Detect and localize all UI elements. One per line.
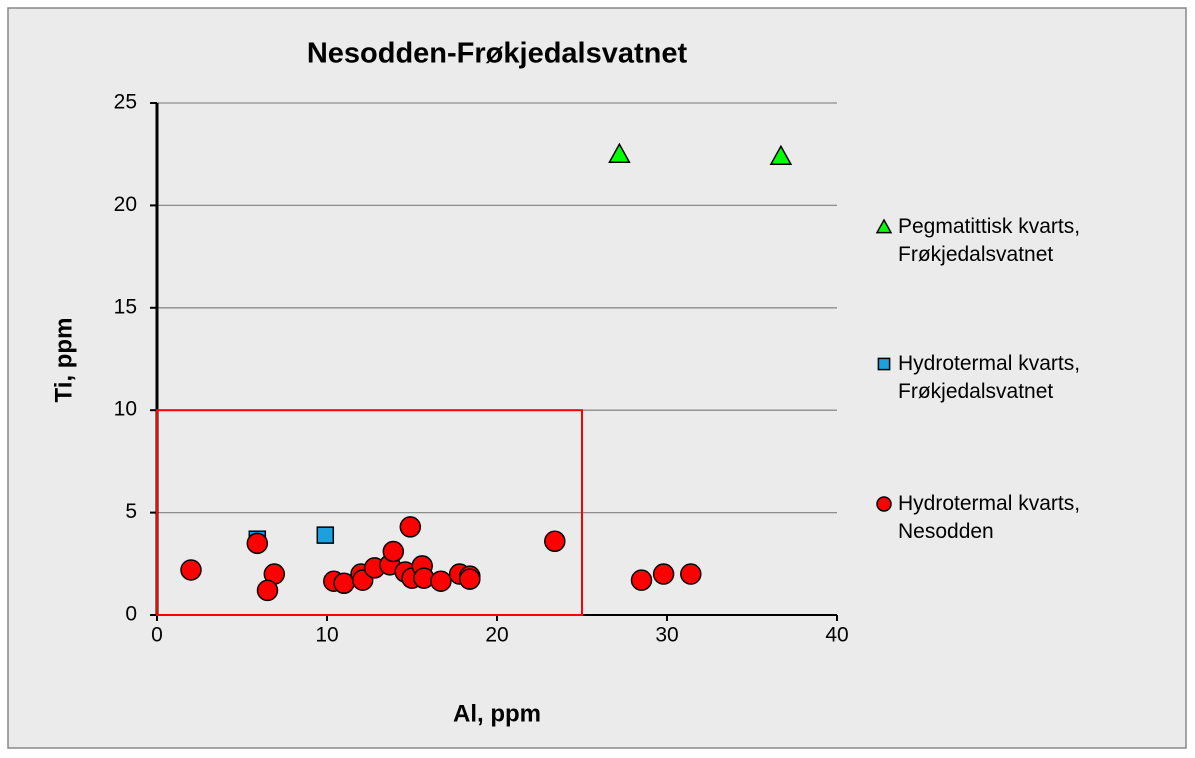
marker-circle: [430, 570, 452, 592]
legend-label: Hydrotermal kvarts, Nesodden: [898, 492, 1081, 543]
legend-marker: [875, 218, 893, 234]
marker-circle: [459, 568, 481, 590]
legend-marker: [877, 357, 891, 371]
y-tick-label: 5: [125, 500, 137, 523]
marker-circle: [680, 563, 702, 585]
region-box: [156, 409, 583, 617]
x-axis-label: Al, ppm: [453, 700, 541, 727]
marker-square: [316, 526, 335, 544]
legend-label: Hydrotermal kvarts, Frøkjedalsvatnet: [898, 352, 1081, 403]
marker-triangle: [769, 144, 793, 165]
marker-circle: [399, 516, 422, 538]
marker-circle: [652, 563, 675, 585]
x-tick-label: 40: [825, 624, 848, 647]
y-tick-label: 10: [114, 398, 137, 421]
x-tick-label: 20: [485, 624, 508, 647]
marker-circle: [630, 569, 653, 591]
legend-label: Pegmatittisk kvarts, Frøkjedalsvatnet: [898, 215, 1081, 266]
legend-marker: [876, 496, 892, 512]
y-tick-label: 20: [114, 193, 137, 216]
x-tick-label: 0: [151, 624, 163, 647]
y-tick-label: 0: [125, 603, 137, 626]
chart-frame: [7, 7, 1187, 749]
chart-title: Nesodden-Frøkjedalsvatnet: [307, 38, 688, 70]
y-axis-label: Ti, ppm: [50, 318, 77, 403]
marker-circle: [544, 530, 566, 553]
y-tick-label: 15: [114, 295, 137, 318]
marker-circle: [382, 540, 405, 563]
marker-circle: [180, 559, 202, 581]
marker-triangle: [608, 142, 631, 163]
y-tick-label: 25: [114, 91, 137, 114]
x-tick-label: 30: [655, 624, 678, 647]
marker-circle: [246, 532, 269, 555]
x-tick-label: 10: [315, 624, 338, 647]
marker-circle: [256, 579, 279, 602]
